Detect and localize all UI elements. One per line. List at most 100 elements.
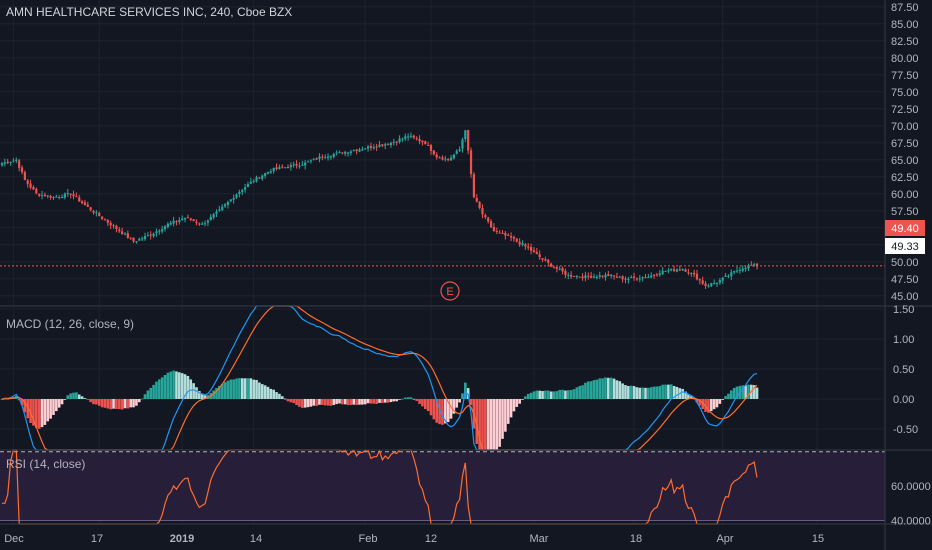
histogram-bar [609,377,613,399]
histogram-bar [649,387,653,399]
candle-body [558,268,561,270]
candle-body [555,266,558,269]
histogram-bar [212,390,215,399]
histogram-bar [641,387,644,399]
candle-body [49,195,52,198]
histogram-bar [55,399,58,412]
macd-axis[interactable]: 1.50 1.00 0.50 0.00 -0.50 [893,304,918,436]
histogram-bar [721,399,725,400]
histogram-bar [289,399,293,403]
candle-body [392,141,395,143]
histogram-bar [235,378,238,399]
histogram-bar [449,399,453,419]
candle-body [575,275,578,277]
candle-body [149,234,152,236]
histogram-bar [452,399,456,414]
histogram-bar [143,394,147,399]
candle-body [218,209,221,211]
price-tick-label: 80.00 [891,53,919,65]
candle-body [444,158,447,160]
histogram-bar [501,399,504,439]
histogram-bar [295,399,298,406]
candle-body [172,220,175,224]
candle-body [707,285,710,287]
histogram-bar [698,399,702,406]
candle-body [587,275,590,277]
price-tick-label: 45.00 [891,291,919,303]
candle-body [129,237,132,239]
candle-body [607,274,610,276]
histogram-bar [112,399,115,409]
histogram-bar [280,396,284,399]
histogram-bar [512,399,516,412]
rsi-tick-label: 40.0000 [891,516,931,528]
candle-body [338,151,341,153]
candle-body [366,146,370,149]
histogram-bar [72,392,75,399]
candle-body [292,164,295,166]
histogram-bar [75,392,78,399]
price-tick-label: 50.00 [891,257,919,269]
candle-body [735,270,739,272]
histogram-bar [321,399,324,405]
histogram-bar [618,381,622,399]
time-tick-label: Dec [4,533,24,545]
histogram-bar [532,391,536,399]
earnings-marker[interactable] [440,281,460,301]
candle-body [252,180,255,182]
candle-body [198,223,201,225]
histogram-bar [432,399,436,420]
candle-body [404,136,407,139]
candle-body [289,165,292,168]
candle-body [504,232,507,236]
histogram-bar [63,399,67,400]
histogram-bar [741,385,745,399]
histogram-bar [515,399,519,407]
price-tick-label: 47.50 [891,274,919,286]
candle-body [487,217,490,222]
rsi-axis[interactable]: 60.0000 40.0000 [891,481,931,527]
histogram-bar [538,390,541,399]
candle-body [212,214,215,218]
candle-body [524,244,527,247]
price-pane[interactable]: E AMN HEALTHCARE SERVICES INC, 240, Cboe… [0,5,885,301]
histogram-bar [349,399,353,406]
macd-legend: MACD (12, 26, close, 9) [6,317,134,331]
candle-body [601,275,604,277]
candle-body [264,173,267,176]
candle-body [721,277,724,281]
histogram-bar [60,399,64,405]
candle-body [103,219,107,221]
candle-body [544,259,547,261]
time-tick-label: 18 [630,533,642,545]
histogram-bar [541,390,544,399]
candle-body [175,221,178,223]
candle-body [727,275,730,277]
candle-body [284,167,287,169]
candle-body [518,241,521,245]
candle-body [132,237,135,242]
candle-body [741,268,744,271]
macd-tick-label: 0.00 [893,394,914,406]
candle-body [644,277,647,279]
candle-body [478,201,481,208]
candle-body [570,274,573,277]
histogram-bar [312,399,316,406]
candle-body [346,152,350,154]
histogram-bar [123,399,127,409]
histogram-bar [298,399,301,407]
rsi-legend: RSI (14, close) [6,457,85,471]
histogram-bar [667,384,670,399]
candle-body [201,223,204,225]
histogram-bar [695,399,699,403]
histogram-bar [200,393,204,399]
candle-body [550,263,553,267]
rsi-pane[interactable]: RSI (14, close) [0,449,885,525]
candle-body [427,144,430,146]
candle-body [755,263,759,267]
svg-text:49.40: 49.40 [891,223,919,235]
histogram-bar [292,399,296,404]
candle-body [23,172,26,180]
time-axis[interactable]: Dec 17 2019 14 Feb 12 Mar 18 Apr 15 [4,533,824,545]
histogram-bar [140,398,144,400]
